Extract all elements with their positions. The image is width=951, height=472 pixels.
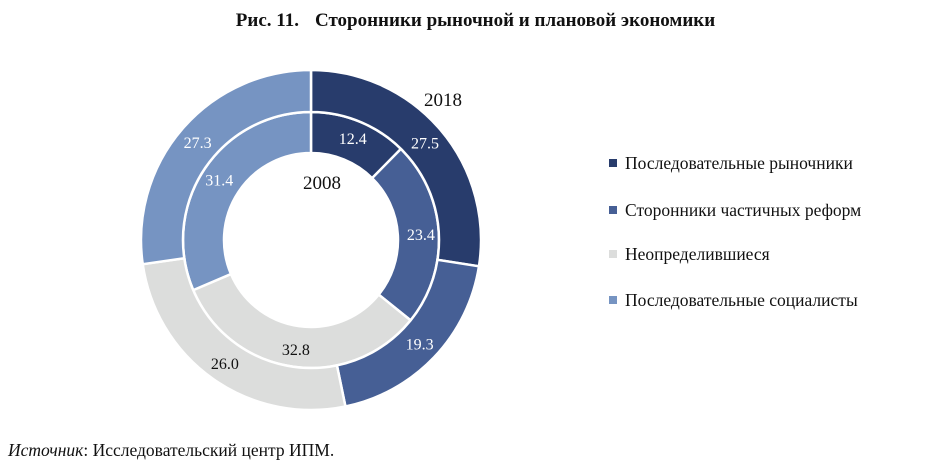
legend-label-1: Последовательные рыночники bbox=[625, 153, 853, 173]
legend-item-4: Последовательные социалисты bbox=[609, 290, 858, 310]
legend-swatch-1 bbox=[609, 159, 617, 167]
data-label-2008-1: 12.4 bbox=[339, 131, 367, 148]
legend-label-3: Неопределившиеся bbox=[625, 244, 770, 264]
figure-title-text: Сторонники рыночной и плановой экономики bbox=[314, 10, 716, 31]
source-separator: : bbox=[83, 440, 93, 460]
data-label-2008-4: 31.4 bbox=[205, 172, 233, 189]
data-label-2018-4: 27.3 bbox=[184, 135, 212, 152]
legend-item-1: Последовательные рыночники bbox=[609, 153, 853, 173]
slice-2018-4 bbox=[139, 68, 313, 266]
figure-number: Рис. 11. bbox=[235, 10, 299, 31]
data-label-2008-3: 32.8 bbox=[282, 342, 310, 359]
legend-item-2: Сторонники частичных реформ bbox=[609, 200, 861, 220]
legend-label-4: Последовательные социалисты bbox=[625, 290, 858, 310]
legend-swatch-4 bbox=[609, 296, 617, 304]
ring-label-2008: 2008 bbox=[303, 173, 341, 194]
donut-chart: 12.4 23.4 32.8 31.4 2008 27.5 19.3 26.0 27.3 2018 bbox=[139, 68, 483, 412]
legend-item-3: Неопределившиеся bbox=[609, 244, 770, 264]
legend-swatch-3 bbox=[609, 250, 617, 258]
source-text: Исследовательский центр ИПМ. bbox=[92, 440, 335, 460]
figure-title: Рис. 11. Сторонники рыночной и плановой э… bbox=[0, 10, 951, 32]
ring-label-2018: 2018 bbox=[424, 90, 462, 111]
source-note: Источник: Исследовательский центр ИПМ. bbox=[8, 440, 334, 461]
legend-label-2: Сторонники частичных реформ bbox=[625, 200, 862, 220]
data-label-2018-1: 27.5 bbox=[411, 135, 439, 152]
legend-swatch-2 bbox=[609, 206, 617, 214]
data-label-2008-2: 23.4 bbox=[407, 227, 435, 244]
data-label-2018-3: 26.0 bbox=[211, 356, 239, 373]
source-label: Источник bbox=[8, 440, 84, 460]
data-label-2018-2: 19.3 bbox=[406, 336, 434, 353]
